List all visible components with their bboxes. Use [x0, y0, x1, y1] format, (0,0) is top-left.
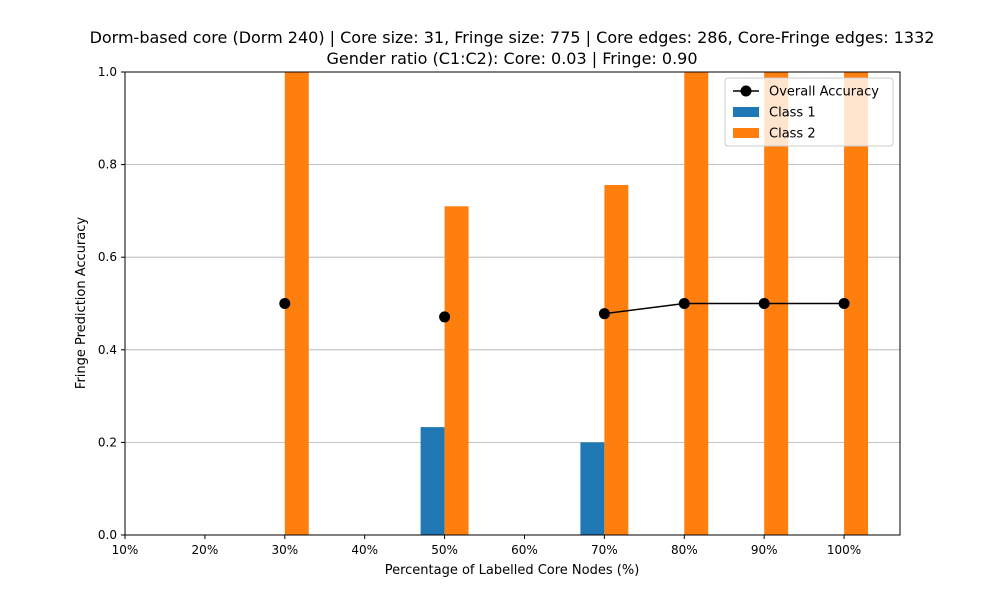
- overall-accuracy-point: [439, 311, 451, 323]
- x-tick-label: 70%: [591, 543, 618, 557]
- legend-bar-swatch: [733, 128, 759, 138]
- bar-class-2: [844, 72, 869, 535]
- overall-accuracy-point: [758, 298, 770, 309]
- legend-bar-swatch: [733, 107, 759, 117]
- x-tick-label: 30%: [271, 543, 298, 557]
- bars: [284, 72, 869, 536]
- x-tick-label: 20%: [192, 543, 219, 557]
- x-tick-label: 80%: [671, 543, 698, 557]
- y-tick-label: 0.2: [98, 435, 117, 449]
- legend-label: Overall Accuracy: [769, 85, 879, 100]
- x-tick-label: 90%: [751, 543, 778, 557]
- overall-accuracy-polyline: [604, 302, 845, 315]
- x-tick-label: 50%: [431, 543, 458, 557]
- overall-accuracy-line: [279, 298, 850, 323]
- legend: Overall Accuracy Class 1 Class 2: [724, 77, 894, 147]
- x-tick-label: 40%: [351, 543, 378, 557]
- overall-accuracy-point: [279, 298, 291, 309]
- overall-accuracy-point: [678, 298, 690, 309]
- legend-label: Class 2: [769, 127, 816, 142]
- x-tick-label: 10%: [112, 543, 139, 557]
- bar-class-1: [420, 427, 445, 535]
- overall-accuracy-point: [838, 298, 850, 309]
- y-tick-label: 0.0: [98, 528, 117, 542]
- y-axis-ticks: 0.0 0.2 0.4 0.6 0.8 1.0: [98, 65, 125, 542]
- bar-class-2: [284, 72, 309, 535]
- plot-frame: [124, 71, 901, 536]
- x-axis-ticks: 10% 20% 30% 40% 50% 60% 70% 80% 90% 100%: [112, 535, 861, 557]
- chart-title: Dorm-based core (Dorm 240) | Core size: …: [90, 28, 935, 47]
- bar-class-1: [580, 442, 605, 535]
- chart-subtitle: Gender ratio (C1:C2): Core: 0.03 | Fring…: [326, 49, 697, 68]
- overall-accuracy-point: [598, 308, 610, 320]
- y-tick-label: 1.0: [98, 65, 117, 79]
- legend-marker-swatch: [740, 85, 752, 97]
- y-axis-label: Fringe Prediction Accuracy: [74, 217, 89, 389]
- legend-label: Class 1: [769, 106, 816, 121]
- legend-box: [724, 77, 894, 147]
- x-tick-label: 100%: [827, 543, 861, 557]
- y-tick-label: 0.8: [98, 158, 117, 172]
- x-tick-label: 60%: [511, 543, 538, 557]
- y-tick-label: 0.4: [98, 343, 117, 357]
- x-axis-label: Percentage of Labelled Core Nodes (%): [385, 563, 640, 578]
- y-tick-label: 0.6: [98, 250, 117, 264]
- bar-class-2: [444, 206, 469, 535]
- bar-class-2: [604, 184, 629, 536]
